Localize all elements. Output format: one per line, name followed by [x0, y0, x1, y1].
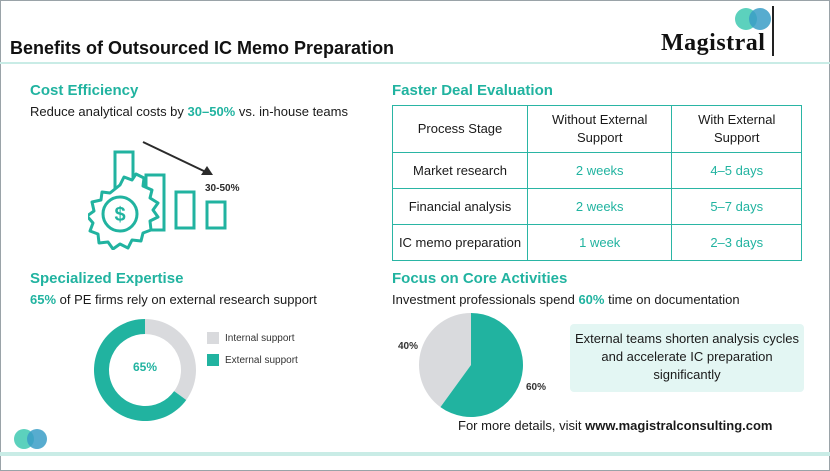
table-row: IC memo preparation 1 week 2–3 days	[392, 224, 802, 261]
table-header-cell: Process Stage	[392, 105, 528, 153]
expertise-donut-chart: 65%	[94, 319, 196, 421]
legend-swatch	[207, 354, 219, 366]
table-cell: 1 week	[526, 224, 673, 261]
table-cell: 2 weeks	[526, 152, 673, 189]
legend-swatch	[207, 332, 219, 344]
deal-evaluation-table: Process Stage Without External Support W…	[392, 105, 802, 261]
cost-graphic-label: 30-50%	[205, 183, 240, 194]
faster-deal-heading: Faster Deal Evaluation	[392, 82, 553, 99]
footer-text: For more details, visit www.magistralcon…	[458, 418, 773, 433]
core-activities-pie-chart	[419, 313, 523, 417]
table-cell: IC memo preparation	[392, 224, 528, 261]
page-title: Benefits of Outsourced IC Memo Preparati…	[10, 38, 395, 58]
table-header-cell: Without External Support	[526, 105, 673, 153]
footer-circles-icon	[14, 429, 47, 449]
logo-text: Magistral	[661, 30, 766, 56]
logo-circles-icon	[735, 8, 771, 30]
table-cell: Financial analysis	[392, 188, 528, 225]
cost-bar-icon	[174, 190, 196, 230]
table-cell: 5–7 days	[671, 188, 802, 225]
table-cell: 2 weeks	[526, 188, 673, 225]
legend-item-internal: Internal support	[207, 332, 295, 344]
pie-slice	[419, 313, 471, 408]
cost-efficiency-text: Reduce analytical costs by 30–50% vs. in…	[30, 104, 348, 119]
table-cell: 2–3 days	[671, 224, 802, 261]
callout-box: External teams shorten analysis cycles a…	[570, 324, 804, 392]
expertise-text: 65% of PE firms rely on external researc…	[30, 292, 317, 307]
table-row: Market research 2 weeks 4–5 days	[392, 152, 802, 189]
donut-center-label: 65%	[133, 360, 157, 374]
table-cell: Market research	[392, 152, 528, 189]
footer-link[interactable]: www.magistralconsulting.com	[585, 418, 773, 433]
legend-item-external: External support	[207, 354, 298, 366]
table-header-cell: With External Support	[671, 105, 802, 153]
cost-bar-icon	[205, 200, 227, 230]
title-divider	[0, 62, 830, 64]
pie-slice	[145, 319, 196, 400]
logo-divider	[772, 6, 774, 56]
table-row: Financial analysis 2 weeks 5–7 days	[392, 188, 802, 225]
pie-slice	[440, 313, 523, 417]
gear-dollar-icon: $	[88, 172, 160, 250]
core-activities-heading: Focus on Core Activities	[392, 270, 568, 287]
bottom-divider	[0, 452, 830, 456]
table-header-row: Process Stage Without External Support W…	[392, 105, 802, 153]
table-cell: 4–5 days	[671, 152, 802, 189]
pie-label-60: 60%	[526, 382, 547, 393]
cost-efficiency-heading: Cost Efficiency	[30, 82, 139, 99]
pie-slice	[94, 319, 187, 421]
svg-text:$: $	[114, 204, 125, 226]
expertise-heading: Specialized Expertise	[30, 270, 184, 287]
arrow-down-icon	[142, 141, 213, 175]
core-activities-text: Investment professionals spend 60% time …	[392, 292, 740, 307]
pie-label-40: 40%	[398, 341, 419, 352]
cost-reduction-graphic: $ 30-50%	[88, 141, 240, 250]
